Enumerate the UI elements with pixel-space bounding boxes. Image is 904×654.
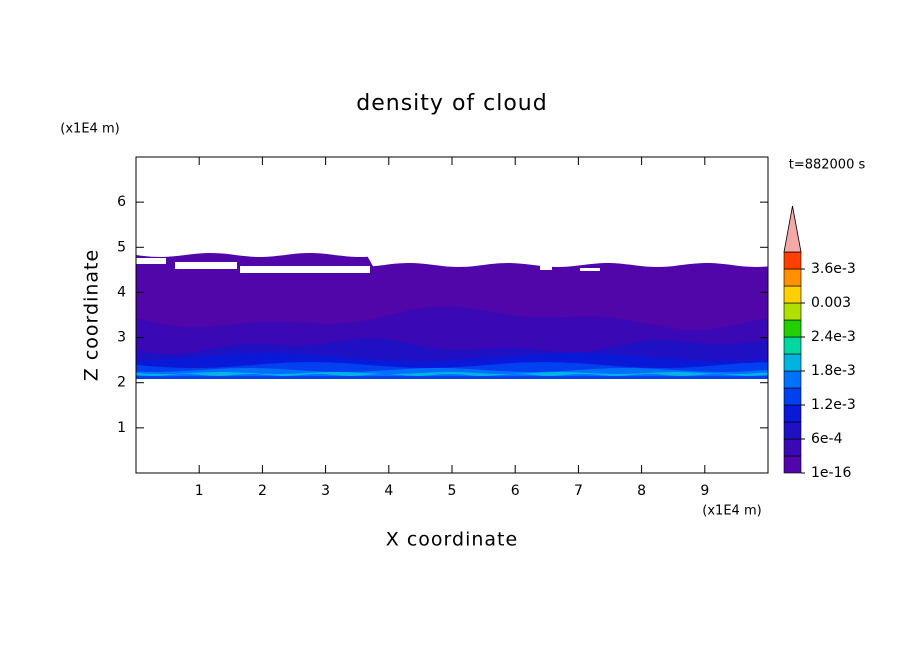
contour-gap [136, 258, 166, 264]
y-tick-label: 1 [117, 420, 126, 436]
x-tick-label: 5 [448, 483, 457, 499]
colorbar-box [783, 387, 802, 406]
x-axis-label: X coordinate [386, 529, 518, 551]
x-tick-label: 3 [321, 483, 330, 499]
colorbar-box [783, 302, 802, 321]
colorbar-label: 3.6e-3 [811, 261, 856, 277]
y-tick-label: 2 [117, 375, 126, 391]
colorbar-box [783, 268, 802, 287]
x-tick-label: 9 [700, 483, 709, 499]
y-unit: (x1E4 m) [60, 122, 119, 137]
colorbar-box [783, 336, 802, 355]
y-tick-label: 3 [117, 330, 126, 346]
x-tick-label: 6 [511, 483, 520, 499]
colorbar-extend [783, 205, 802, 253]
chart-title: density of cloud [356, 91, 547, 116]
colorbar-box [783, 319, 802, 338]
colorbar-box [783, 455, 802, 474]
colorbar-box [783, 421, 802, 440]
colorbar-box [783, 353, 802, 372]
x-tick-label: 2 [258, 483, 267, 499]
y-tick-label: 4 [117, 284, 126, 300]
y-axis-label: Z coordinate [81, 249, 103, 381]
x-tick-label: 1 [195, 483, 204, 499]
colorbar-label: 0.003 [811, 295, 851, 311]
colorbar-box [783, 251, 802, 270]
colorbar-label: 6e-4 [811, 431, 843, 447]
colorbar-label: 2.4e-3 [811, 329, 856, 345]
contour-gap [580, 268, 600, 271]
colorbar-label: 1.2e-3 [811, 397, 856, 413]
colorbar-box [783, 404, 802, 423]
colorbar-label: 1.8e-3 [811, 363, 856, 379]
x-tick-label: 4 [384, 483, 393, 499]
x-tick-label: 8 [637, 483, 646, 499]
y-tick-label: 5 [117, 239, 126, 255]
colorbar-box [783, 438, 802, 457]
y-tick-label: 6 [117, 194, 126, 210]
x-tick-label: 7 [574, 483, 583, 499]
x-unit: (x1E4 m) [702, 504, 761, 519]
contour-gap [540, 266, 552, 270]
contour-gap [175, 262, 237, 269]
contour-gap [240, 266, 370, 273]
colorbar-box [783, 370, 802, 389]
time-label: t=882000 s [789, 158, 866, 173]
contour-band [136, 372, 768, 376]
colorbar-box [783, 285, 802, 304]
colorbar-label: 1e-16 [811, 465, 851, 481]
